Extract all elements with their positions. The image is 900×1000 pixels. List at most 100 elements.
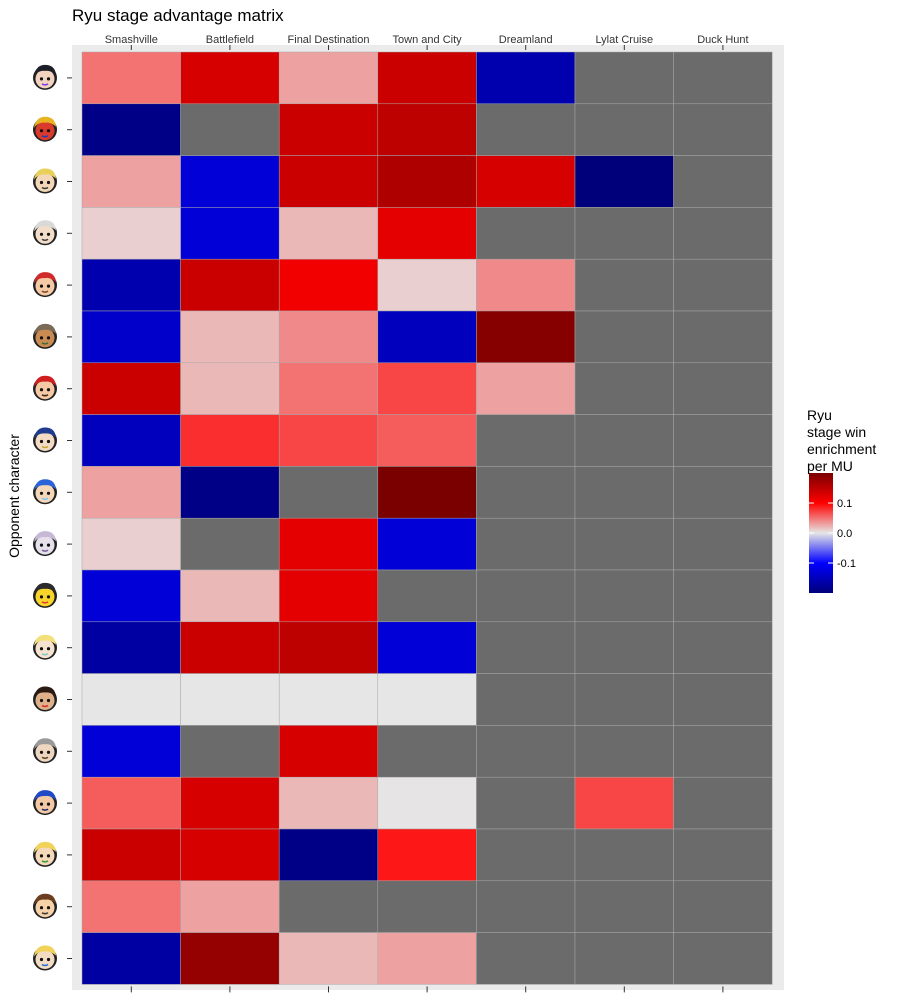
heatmap-cell: [377, 673, 477, 726]
heatmap-cell: [377, 776, 477, 830]
heatmap-cell: [673, 776, 773, 830]
heatmap-cell: [278, 932, 379, 985]
heatmap-cell: [377, 828, 477, 882]
heatmap-cell: [180, 466, 280, 519]
heatmap-cell: [574, 776, 674, 830]
heatmap-cell: [476, 466, 576, 519]
heatmap-cell: [377, 51, 477, 105]
heatmap-cell: [180, 932, 280, 985]
diddy-kong-icon: [33, 272, 57, 298]
heatmap-cell: [574, 258, 674, 312]
heatmap-cell: [278, 673, 379, 726]
colorbar-tick-label: 0.1: [837, 498, 852, 510]
heatmap-cell: [180, 517, 280, 571]
heatmap-cell: [81, 51, 181, 105]
colorbar-title-line: enrichment: [807, 441, 876, 457]
heatmap-cell: [180, 828, 280, 882]
corrin-icon: [33, 220, 57, 246]
heatmap-cell: [377, 569, 477, 623]
colorbar-title-line: per MU: [807, 458, 853, 474]
heatmap-cell: [81, 258, 181, 312]
heatmap-cell: [673, 414, 773, 467]
heatmap-cell: [278, 310, 379, 364]
x-tick-label: Duck Hunt: [697, 34, 748, 46]
heatmap-cell: [81, 414, 181, 467]
heatmap-cell: [574, 880, 674, 933]
heatmap-cell: [574, 51, 674, 105]
heatmap-cell: [180, 569, 280, 623]
robin-icon: [33, 738, 57, 764]
x-tick-label: Smashville: [105, 34, 158, 46]
heatmap-cell: [574, 103, 674, 156]
heatmap-cell: [673, 673, 773, 726]
heatmap-cell: [476, 517, 576, 571]
heatmap-cell: [673, 828, 773, 882]
mewtwo-icon: [33, 531, 57, 557]
fox-icon: [33, 323, 57, 349]
heatmap-cell: [278, 258, 379, 312]
heatmap-cell: [476, 569, 576, 623]
chart-title: Ryu stage advantage matrix: [72, 6, 284, 25]
x-axis: Smashville Battlefield Final Destination To…: [105, 34, 749, 993]
heatmap-cell: [476, 932, 576, 985]
heatmap-cell: [278, 776, 379, 830]
heatmap-cell: [574, 673, 674, 726]
heatmap-cell: [673, 932, 773, 985]
heatmap-cell: [81, 932, 181, 985]
heatmap-cell: [377, 258, 477, 312]
heatmap-cell: [81, 517, 181, 571]
heatmap-cell: [278, 414, 379, 467]
heatmap-cell: [574, 621, 674, 674]
x-tick-label: Dreamland: [499, 34, 553, 46]
heatmap-cell: [673, 569, 773, 623]
heatmap-cell: [377, 207, 477, 260]
heatmap-cell: [180, 362, 280, 415]
rosalina-icon: [33, 634, 57, 660]
heatmap-cell: [476, 880, 576, 933]
heatmap-cell: [180, 103, 280, 156]
heatmap-cell: [574, 725, 674, 778]
heatmap-cells: [81, 51, 773, 985]
heatmap-cell: [673, 880, 773, 933]
heatmap-cell: [180, 621, 280, 674]
heatmap-cell: [81, 673, 181, 726]
heatmap-cell: [673, 310, 773, 364]
heatmap-cell: [377, 932, 477, 985]
heatmap-cell: [278, 517, 379, 571]
heatmap-cell: [81, 569, 181, 623]
x-tick-label: Battlefield: [206, 34, 254, 46]
heatmap-cell: [377, 310, 477, 364]
heatmap-cell: [476, 310, 576, 364]
heatmap-cell: [476, 258, 576, 312]
heatmap-cell: [377, 621, 477, 674]
heatmap-cell: [180, 207, 280, 260]
heatmap-cell: [377, 880, 477, 933]
heatmap-cell: [377, 517, 477, 571]
x-tick-label: Town and City: [393, 34, 463, 46]
heatmap-cell: [574, 517, 674, 571]
heatmap-cell: [476, 725, 576, 778]
heatmap-cell: [673, 207, 773, 260]
heatmap-cell: [476, 155, 576, 208]
heatmap-cell: [574, 414, 674, 467]
heatmap-cell: [673, 362, 773, 415]
heatmap-cell: [278, 51, 379, 105]
heatmap-cell: [476, 51, 576, 105]
heatmap-cell: [476, 673, 576, 726]
villager-icon: [33, 893, 57, 919]
heatmap-cell: [574, 362, 674, 415]
heatmap-cell: [476, 776, 576, 830]
heatmap-cell: [278, 569, 379, 623]
heatmap-cell: [574, 828, 674, 882]
heatmap-cell: [574, 155, 674, 208]
heatmap-cell: [81, 466, 181, 519]
heatmap-cell: [278, 725, 379, 778]
heatmap-cell: [180, 725, 280, 778]
heatmap-cell: [377, 103, 477, 156]
heatmap-cell: [673, 517, 773, 571]
heatmap-cell: [180, 258, 280, 312]
heatmap-cell: [180, 880, 280, 933]
heatmap-cell: [81, 310, 181, 364]
cloud-icon: [33, 168, 57, 194]
